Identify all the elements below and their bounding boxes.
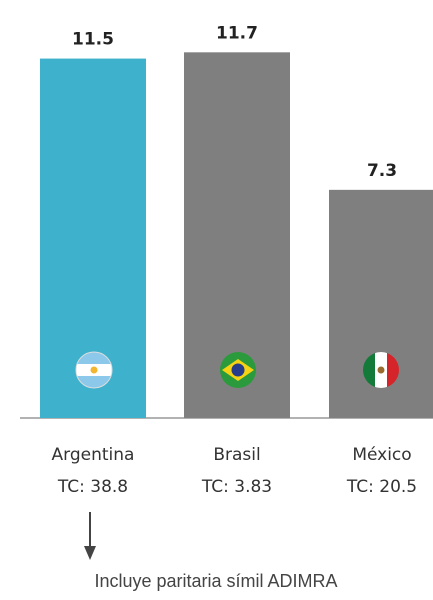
sublabel: TC: 20.5 [346,477,417,497]
flag-argentina [75,351,113,389]
category-label: Argentina [52,445,135,465]
sublabel: TC: 38.8 [57,477,128,497]
value-label: 7.3 [367,161,397,181]
flag-brasil [220,352,256,388]
flag-mexico [363,352,399,388]
category-label: Brasil [213,445,260,465]
value-label: 11.5 [72,30,114,50]
category-label: México [352,445,411,465]
annotation: Incluye paritaria símil ADIMRA [94,571,337,591]
sublabel: TC: 3.83 [201,477,272,497]
value-label: 11.7 [216,23,258,43]
arrow-head [84,546,96,560]
flags [75,351,399,389]
